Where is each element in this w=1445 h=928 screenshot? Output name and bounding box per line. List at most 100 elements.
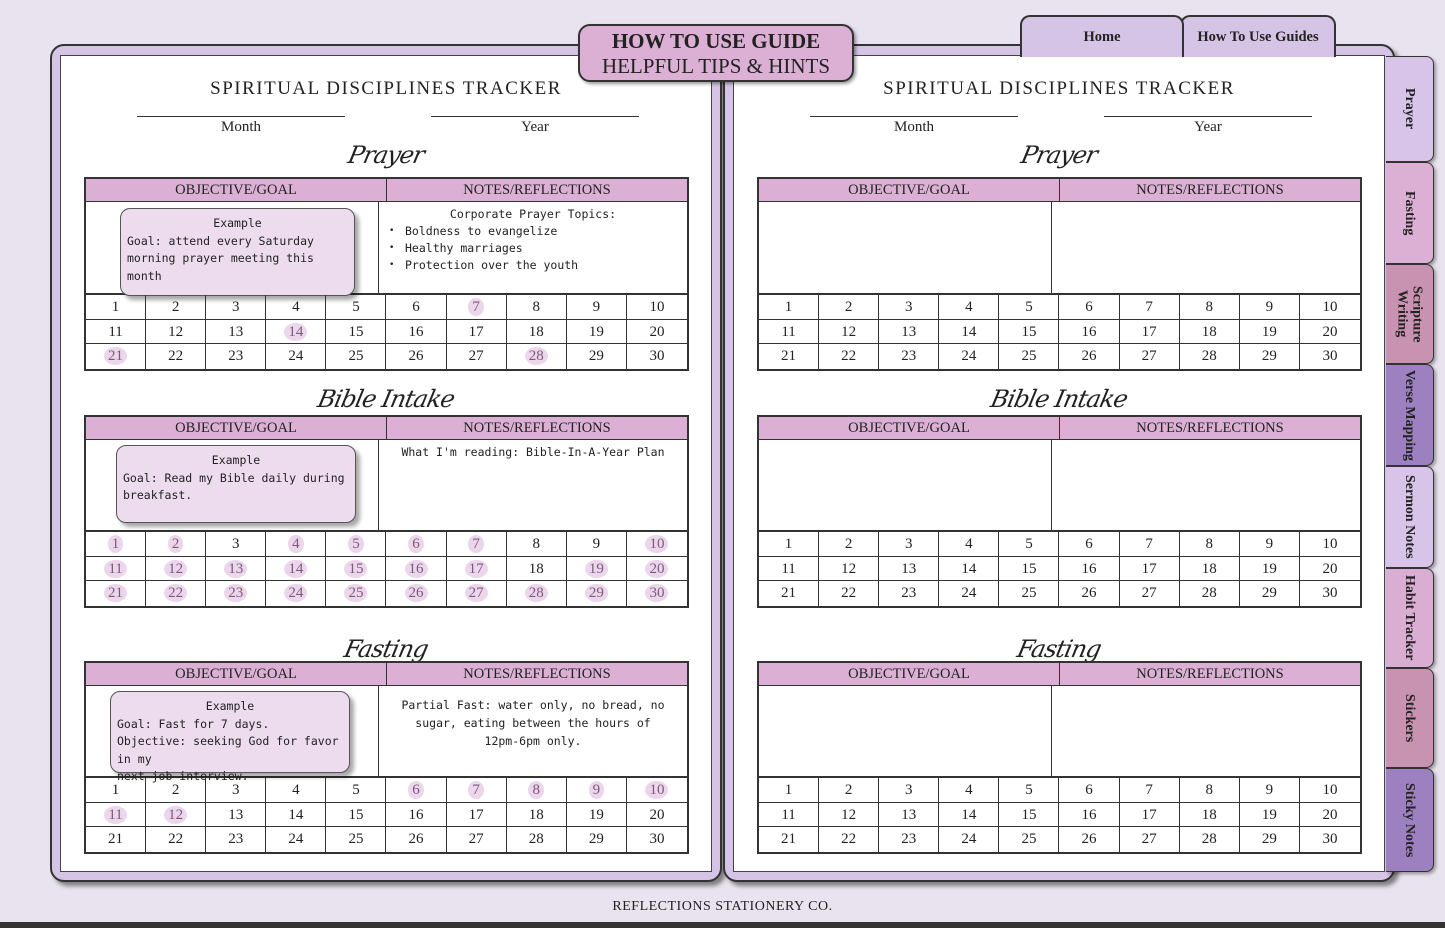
day-cell[interactable]: 4 — [939, 778, 1000, 803]
side-tab-stickers[interactable]: Stickers — [1386, 668, 1434, 768]
tab-home[interactable]: Home — [1020, 15, 1184, 57]
day-cell-marked[interactable]: 10 — [626, 778, 687, 803]
day-cell[interactable]: 24 — [939, 344, 1000, 369]
day-cell-marked[interactable]: 15 — [326, 556, 387, 581]
side-tab-habit-tracker[interactable]: Habit Tracker — [1386, 568, 1434, 668]
year-input-line[interactable] — [1104, 116, 1312, 117]
day-cell[interactable]: 15 — [999, 556, 1060, 581]
day-cell[interactable]: 5 — [326, 778, 387, 803]
day-cell-marked[interactable]: 26 — [386, 581, 447, 606]
notes-field[interactable]: Corporate Prayer Topics: Boldness to evan… — [379, 202, 687, 293]
month-input-line[interactable] — [810, 116, 1018, 117]
day-cell[interactable]: 15 — [326, 319, 387, 344]
day-cell[interactable]: 19 — [566, 802, 627, 827]
day-cell[interactable]: 21 — [759, 581, 820, 606]
day-cell-marked[interactable]: 14 — [266, 556, 327, 581]
day-cell[interactable]: 22 — [146, 827, 207, 852]
day-cell[interactable]: 29 — [567, 827, 627, 852]
day-cell[interactable]: 20 — [1299, 803, 1360, 827]
day-cell-marked[interactable]: 17 — [446, 556, 507, 581]
day-cell-marked[interactable]: 6 — [386, 778, 447, 803]
day-cell[interactable]: 27 — [1120, 581, 1180, 606]
day-cell-marked[interactable]: 12 — [146, 556, 207, 581]
day-cell[interactable]: 8 — [1179, 778, 1240, 803]
objective-field[interactable] — [759, 440, 1052, 530]
day-cell[interactable]: 3 — [206, 532, 267, 557]
day-cell[interactable]: 4 — [266, 778, 327, 803]
day-cell[interactable]: 21 — [86, 827, 147, 852]
day-cell[interactable]: 4 — [939, 532, 1000, 557]
day-cell[interactable]: 11 — [759, 319, 820, 344]
day-cell[interactable]: 14 — [939, 802, 1000, 827]
day-cell[interactable]: 3 — [206, 778, 267, 803]
day-cell[interactable]: 20 — [1299, 320, 1360, 344]
day-cell[interactable]: 7 — [1119, 778, 1180, 803]
day-cell[interactable]: 16 — [1059, 319, 1120, 344]
side-tab-scripture-writing[interactable]: Scripture Writing — [1386, 264, 1434, 364]
day-cell[interactable]: 25 — [999, 827, 1060, 852]
objective-field[interactable] — [759, 686, 1052, 776]
day-cell[interactable]: 19 — [1239, 802, 1300, 827]
day-cell-marked[interactable]: 21 — [86, 581, 147, 606]
side-tab-verse-mapping[interactable]: Verse Mapping — [1386, 364, 1434, 466]
day-cell[interactable]: 12 — [819, 319, 880, 344]
day-cell[interactable]: 1 — [86, 778, 147, 803]
notes-field[interactable] — [1052, 202, 1360, 293]
day-cell[interactable]: 24 — [266, 344, 327, 369]
day-cell[interactable]: 25 — [326, 827, 387, 852]
day-cell-marked[interactable]: 5 — [326, 532, 387, 557]
day-cell[interactable]: 2 — [146, 778, 207, 803]
day-cell[interactable]: 27 — [1120, 344, 1180, 369]
day-cell[interactable]: 15 — [999, 319, 1060, 344]
day-cell-marked[interactable]: 20 — [626, 557, 687, 581]
day-cell-marked[interactable]: 21 — [86, 344, 147, 369]
day-cell[interactable]: 26 — [1059, 581, 1120, 606]
day-cell[interactable]: 18 — [506, 319, 567, 344]
day-cell[interactable]: 30 — [1300, 581, 1360, 606]
day-cell[interactable]: 2 — [146, 295, 207, 320]
day-cell[interactable]: 18 — [506, 802, 567, 827]
side-tab-prayer[interactable]: Prayer — [1386, 56, 1434, 162]
day-cell[interactable]: 9 — [566, 532, 627, 557]
day-cell[interactable]: 21 — [759, 344, 820, 369]
day-cell[interactable]: 9 — [1239, 295, 1300, 320]
day-cell[interactable]: 11 — [759, 802, 820, 827]
day-cell[interactable]: 8 — [506, 295, 567, 320]
day-cell[interactable]: 4 — [939, 295, 1000, 320]
day-cell-marked[interactable]: 2 — [146, 532, 207, 557]
day-cell-marked[interactable]: 7 — [446, 532, 507, 557]
day-cell[interactable]: 28 — [1180, 581, 1240, 606]
day-cell-marked[interactable]: 25 — [326, 581, 387, 606]
day-cell[interactable]: 17 — [446, 802, 507, 827]
day-cell[interactable]: 11 — [759, 556, 820, 581]
day-cell[interactable]: 29 — [567, 344, 627, 369]
day-cell[interactable]: 5 — [999, 778, 1060, 803]
day-cell[interactable]: 30 — [1300, 344, 1360, 369]
day-cell-marked[interactable]: 24 — [266, 581, 327, 606]
day-cell[interactable]: 28 — [1180, 344, 1240, 369]
day-cell[interactable]: 24 — [939, 581, 1000, 606]
day-cell[interactable]: 10 — [1299, 295, 1360, 320]
day-cell[interactable]: 19 — [1239, 556, 1300, 581]
side-tab-sticky-notes[interactable]: Sticky Notes — [1386, 768, 1434, 872]
day-cell-marked[interactable]: 12 — [146, 802, 207, 827]
notes-field[interactable]: Partial Fast: water only, no bread, no s… — [379, 686, 687, 776]
day-cell[interactable]: 16 — [1059, 802, 1120, 827]
day-cell-marked[interactable]: 10 — [626, 532, 687, 557]
notes-field[interactable] — [1052, 686, 1360, 776]
day-cell[interactable]: 3 — [879, 295, 940, 320]
day-cell[interactable]: 14 — [939, 319, 1000, 344]
day-cell-marked[interactable]: 1 — [86, 532, 147, 557]
day-cell[interactable]: 6 — [1059, 778, 1120, 803]
day-cell[interactable]: 18 — [1179, 556, 1240, 581]
day-cell[interactable]: 28 — [1180, 827, 1240, 852]
day-cell[interactable]: 17 — [1119, 802, 1180, 827]
day-cell[interactable]: 13 — [879, 319, 940, 344]
day-cell[interactable]: 27 — [1120, 827, 1180, 852]
day-cell[interactable]: 5 — [999, 532, 1060, 557]
day-cell[interactable]: 7 — [1119, 295, 1180, 320]
day-cell-marked[interactable]: 8 — [506, 778, 567, 803]
side-tab-fasting[interactable]: Fasting — [1386, 162, 1434, 264]
objective-field[interactable]: Example Goal: Read my Bible daily during b… — [86, 440, 379, 530]
year-input-line[interactable] — [431, 116, 639, 117]
